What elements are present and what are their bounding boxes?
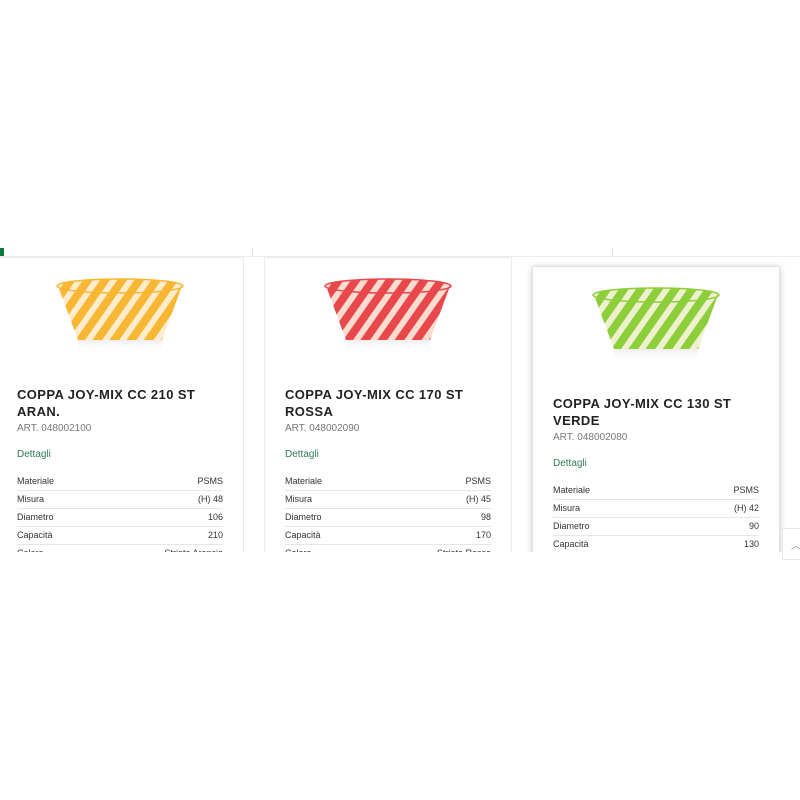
- spec-row: Diametro 90: [553, 517, 759, 536]
- spec-value: 90: [638, 517, 759, 536]
- active-indicator: [0, 248, 4, 256]
- product-image[interactable]: [285, 258, 491, 368]
- spec-table: Materiale PSMS Misura (H) 42 Diametro 90 Capac…: [553, 481, 759, 552]
- spec-row: ColoreStriata Arancio: [17, 544, 223, 552]
- spec-value: PSMS: [638, 481, 759, 500]
- spec-label: Misura: [553, 499, 639, 518]
- product-image[interactable]: [553, 267, 759, 377]
- spec-value: (H) 48: [96, 490, 223, 509]
- scroll-to-top-button[interactable]: ︿: [782, 528, 800, 560]
- spec-row: Capacità 170: [285, 526, 491, 545]
- spec-value: 106: [96, 508, 223, 527]
- spec-row: Misura (H) 45: [285, 490, 491, 509]
- product-carousel: COPPA JOY-MIX CC 210 ST ARAN. ART. 04800…: [0, 248, 800, 552]
- divider: [612, 248, 613, 256]
- spec-label: Capacità: [553, 535, 639, 552]
- spec-label: Diametro: [17, 508, 97, 527]
- product-title[interactable]: COPPA JOY-MIX CC 130 ST VERDE: [553, 396, 732, 428]
- spec-table: Materiale PSMS Misura (H) 48 Diametro 106 Capa…: [17, 472, 223, 552]
- spec-label: Colore: [285, 544, 369, 552]
- spec-row: Misura (H) 42: [553, 499, 759, 518]
- spec-row: Diametro 106: [17, 508, 223, 527]
- divider: [252, 248, 253, 256]
- spec-label: Materiale: [17, 472, 97, 491]
- spec-table: Materiale PSMS Misura (H) 45 Diametro 98 Capac…: [285, 472, 491, 552]
- article-number: ART. 048002090: [285, 423, 360, 434]
- product-card[interactable]: COPPA JOY-MIX CC 170 ST ROSSA ART. 04800…: [264, 257, 512, 552]
- divider: [0, 256, 800, 257]
- article-number: ART. 048002080: [553, 432, 628, 443]
- product-card[interactable]: COPPA JOY-MIX CC 130 ST VERDE ART. 04800…: [532, 266, 780, 552]
- article-number: ART. 048002100: [17, 423, 92, 434]
- spec-row: Materiale PSMS: [285, 472, 491, 491]
- details-link[interactable]: Dettagli: [285, 449, 319, 460]
- spec-value: (H) 45: [368, 490, 491, 509]
- spec-label: Diametro: [285, 508, 369, 527]
- spec-row: Materiale PSMS: [17, 472, 223, 491]
- chevron-up-icon: ︿: [791, 541, 800, 552]
- product-title[interactable]: COPPA JOY-MIX CC 210 ST ARAN.: [17, 387, 196, 419]
- spec-label: Capacità: [17, 526, 97, 545]
- spec-value: 170: [368, 526, 491, 545]
- spec-value: PSMS: [96, 472, 223, 491]
- spec-row: Diametro 98: [285, 508, 491, 527]
- spec-value: 98: [368, 508, 491, 527]
- product-card[interactable]: COPPA JOY-MIX CC 210 ST ARAN. ART. 04800…: [0, 257, 244, 552]
- spec-value: Striata Arancio: [96, 544, 223, 552]
- spec-row: Capacità 210: [17, 526, 223, 545]
- product-title[interactable]: COPPA JOY-MIX CC 170 ST ROSSA: [285, 387, 464, 419]
- spec-value: Striata Rossa: [368, 544, 491, 552]
- details-link[interactable]: Dettagli: [553, 458, 587, 469]
- spec-value: 130: [638, 535, 759, 552]
- spec-label: Diametro: [553, 517, 639, 536]
- spec-value: (H) 42: [638, 499, 759, 518]
- spec-row: ColoreStriata Rossa: [285, 544, 491, 552]
- spec-label: Capacità: [285, 526, 369, 545]
- spec-value: PSMS: [368, 472, 491, 491]
- spec-label: Materiale: [285, 472, 369, 491]
- spec-row: Capacità 130: [553, 535, 759, 552]
- spec-label: Materiale: [553, 481, 639, 500]
- spec-row: Misura (H) 48: [17, 490, 223, 509]
- spec-row: Materiale PSMS: [553, 481, 759, 500]
- spec-value: 210: [96, 526, 223, 545]
- spec-label: Colore: [17, 544, 97, 552]
- spec-label: Misura: [17, 490, 97, 509]
- spec-label: Misura: [285, 490, 369, 509]
- details-link[interactable]: Dettagli: [17, 449, 51, 460]
- product-image[interactable]: [17, 258, 223, 368]
